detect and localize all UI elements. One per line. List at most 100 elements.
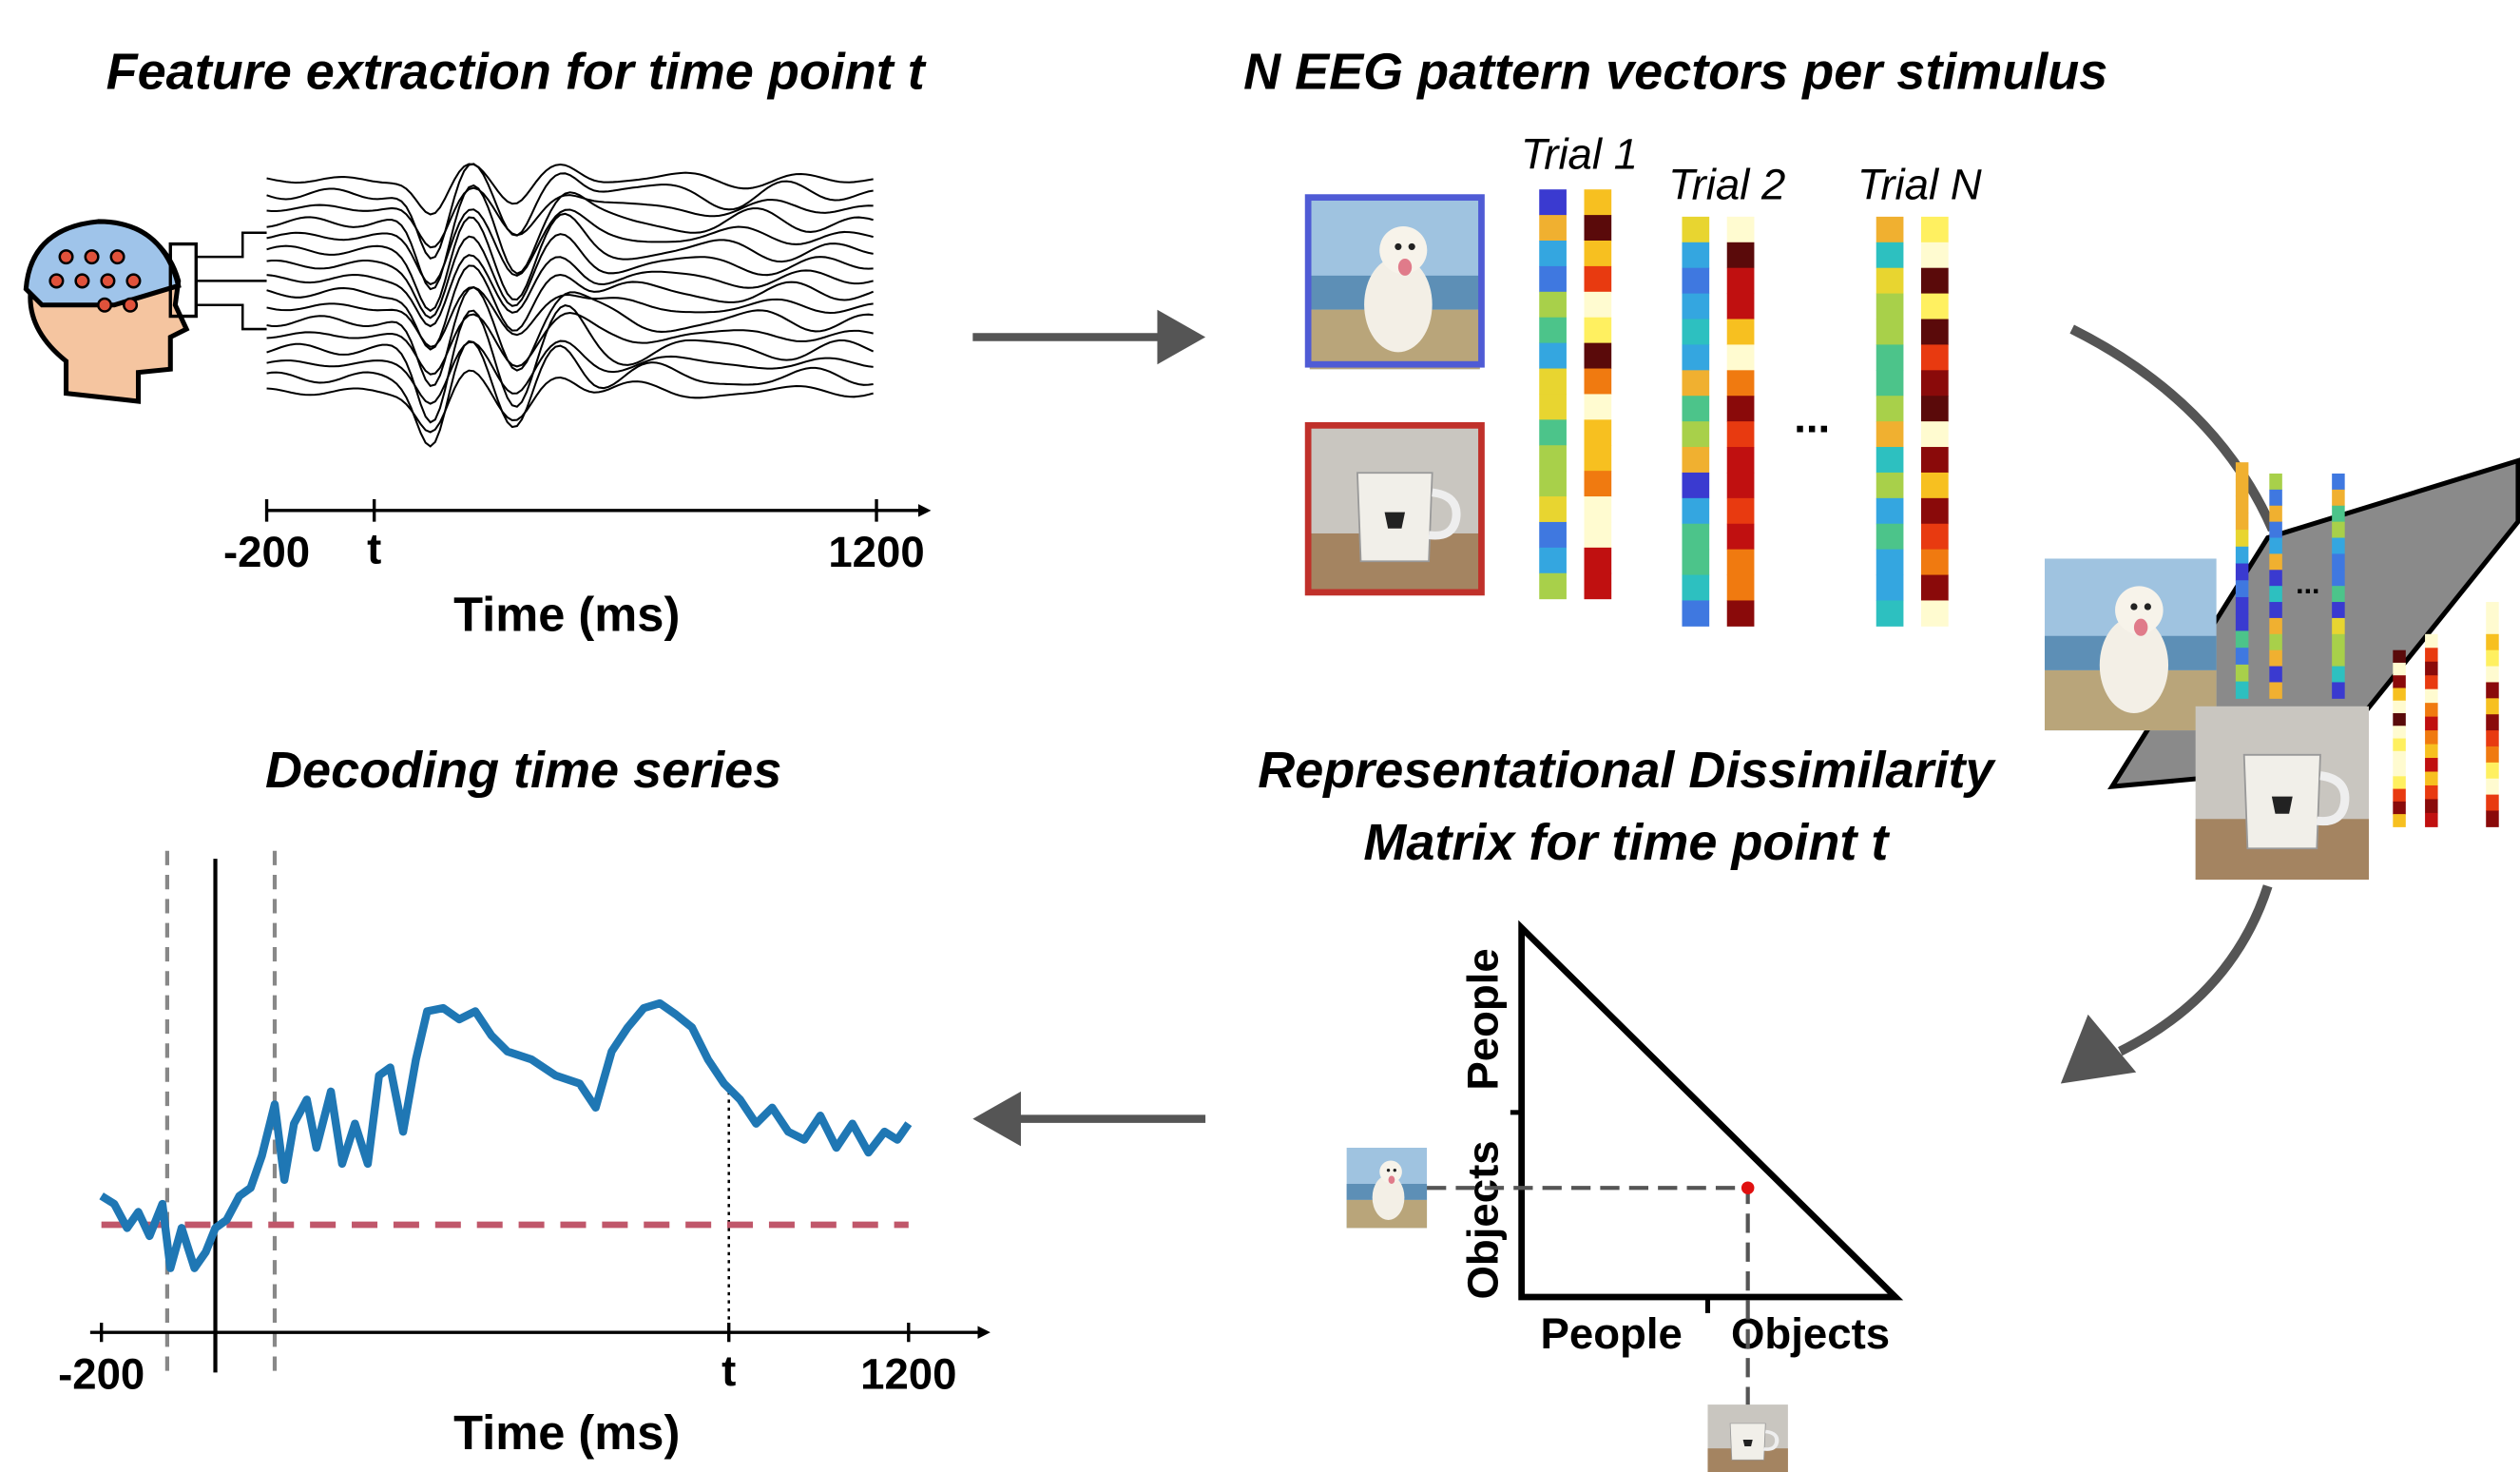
vector-cell xyxy=(1539,342,1567,370)
vector-cell xyxy=(2393,649,2406,664)
vector-cell xyxy=(1726,472,1755,499)
vector-cell xyxy=(1584,291,1612,319)
vector-cell xyxy=(1726,396,1755,422)
rdm-x-label: People xyxy=(1540,1309,1682,1358)
eeg-trace xyxy=(266,208,874,286)
vector-cell xyxy=(1876,267,1904,295)
vector-cell xyxy=(1921,497,1949,525)
vector-cell xyxy=(1876,242,1904,269)
eeg-trace xyxy=(266,233,874,320)
vector-cell xyxy=(1539,189,1567,216)
vector-cell xyxy=(1539,572,1567,600)
vector-cell xyxy=(2269,682,2282,699)
vector-cell xyxy=(1726,344,1755,371)
vector-cell xyxy=(1584,521,1612,549)
vector-cell xyxy=(2235,478,2249,497)
vector-cell xyxy=(2269,489,2282,507)
vector-cell xyxy=(1921,396,1949,422)
vector-cell xyxy=(1539,291,1567,319)
vector-cell xyxy=(2393,764,2406,777)
vector-cell xyxy=(1682,216,1710,243)
vector-cell xyxy=(2486,617,2499,635)
vector-cell xyxy=(2425,703,2438,718)
vector-cell xyxy=(1584,215,1612,242)
vector-cell xyxy=(1584,445,1612,472)
eeg-trace xyxy=(266,212,874,313)
vector-cell xyxy=(2269,570,2282,587)
eeg-trace xyxy=(266,285,874,348)
vector-cell xyxy=(2235,513,2249,531)
vector-cell xyxy=(2269,649,2282,668)
vector-cell xyxy=(2486,666,2499,683)
vector-cell xyxy=(1682,472,1710,499)
vector-cell xyxy=(2486,682,2499,699)
image-frame xyxy=(1304,194,1485,368)
eeg-trace xyxy=(266,311,874,376)
trial-label: Trial 2 xyxy=(1668,161,1785,209)
dog-image xyxy=(2044,558,2217,731)
vector-cell xyxy=(1584,547,1612,574)
vector-cell xyxy=(2332,602,2345,619)
vector-cell xyxy=(1921,242,1949,269)
vector-cell xyxy=(2425,799,2438,814)
vector-cell xyxy=(1539,394,1567,420)
vector-cell xyxy=(2269,537,2282,554)
vector-cell xyxy=(2332,537,2345,554)
trial-label: Trial 1 xyxy=(1521,129,1638,178)
vector-cell xyxy=(1726,574,1755,601)
vector-cell xyxy=(2393,726,2406,740)
vector-cell xyxy=(2393,738,2406,752)
vector-cell xyxy=(1584,241,1612,267)
vector-cell xyxy=(1584,419,1612,446)
vector-cell xyxy=(2425,688,2438,704)
panel-title: Feature extraction for time point t xyxy=(106,44,927,101)
vector-cell xyxy=(1726,370,1755,397)
eeg-trace xyxy=(266,163,874,260)
vector-cell xyxy=(2393,750,2406,765)
vector-cell xyxy=(1682,574,1710,601)
vector-cell xyxy=(1539,368,1567,395)
eeg-trace xyxy=(266,369,874,434)
vector-cell xyxy=(1682,370,1710,397)
vector-cell xyxy=(2269,505,2282,523)
eeg-trace xyxy=(266,339,874,448)
vector-cell xyxy=(2393,814,2406,827)
vector-cell xyxy=(2393,675,2406,688)
vector-cell xyxy=(2332,649,2345,668)
vector-cell xyxy=(1726,549,1755,576)
vector-cell xyxy=(1921,216,1949,243)
vector-cell xyxy=(2269,521,2282,539)
tick-label: 1200 xyxy=(828,528,924,576)
vector-cell xyxy=(1539,317,1567,344)
vector-cell xyxy=(1921,370,1949,397)
vector-cell xyxy=(1584,368,1612,395)
vector-cell xyxy=(2235,596,2249,615)
vector-cell xyxy=(2332,473,2345,491)
vector-cell xyxy=(1921,447,1949,474)
vector-cell xyxy=(1726,523,1755,551)
panel-title: N EEG pattern vectors per stimulus xyxy=(1243,44,2107,101)
vector-cell xyxy=(2269,602,2282,619)
curved-arrow xyxy=(2069,324,2278,533)
panel-title: Decoding time series xyxy=(265,742,781,799)
vector-cell xyxy=(1584,471,1612,497)
vector-cell xyxy=(2425,633,2438,649)
vector-cell xyxy=(2332,521,2345,539)
vector-cell xyxy=(2393,788,2406,803)
eeg-trace xyxy=(266,163,874,216)
vector-cell xyxy=(1682,523,1710,551)
vector-cell xyxy=(1682,319,1710,345)
vector-cell xyxy=(1726,447,1755,474)
vector-cell xyxy=(1539,547,1567,574)
vector-cell xyxy=(2486,633,2499,651)
vector-cell xyxy=(1726,421,1755,448)
arrow-head xyxy=(2060,1014,2137,1084)
vector-cell xyxy=(2425,648,2438,663)
vector-cell xyxy=(2425,784,2438,800)
arrow-head xyxy=(972,1091,1021,1147)
rdm-triangle xyxy=(1518,920,1904,1301)
vector-cell xyxy=(1682,549,1710,576)
vector-cell xyxy=(1584,342,1612,370)
eeg-trace xyxy=(266,184,874,291)
